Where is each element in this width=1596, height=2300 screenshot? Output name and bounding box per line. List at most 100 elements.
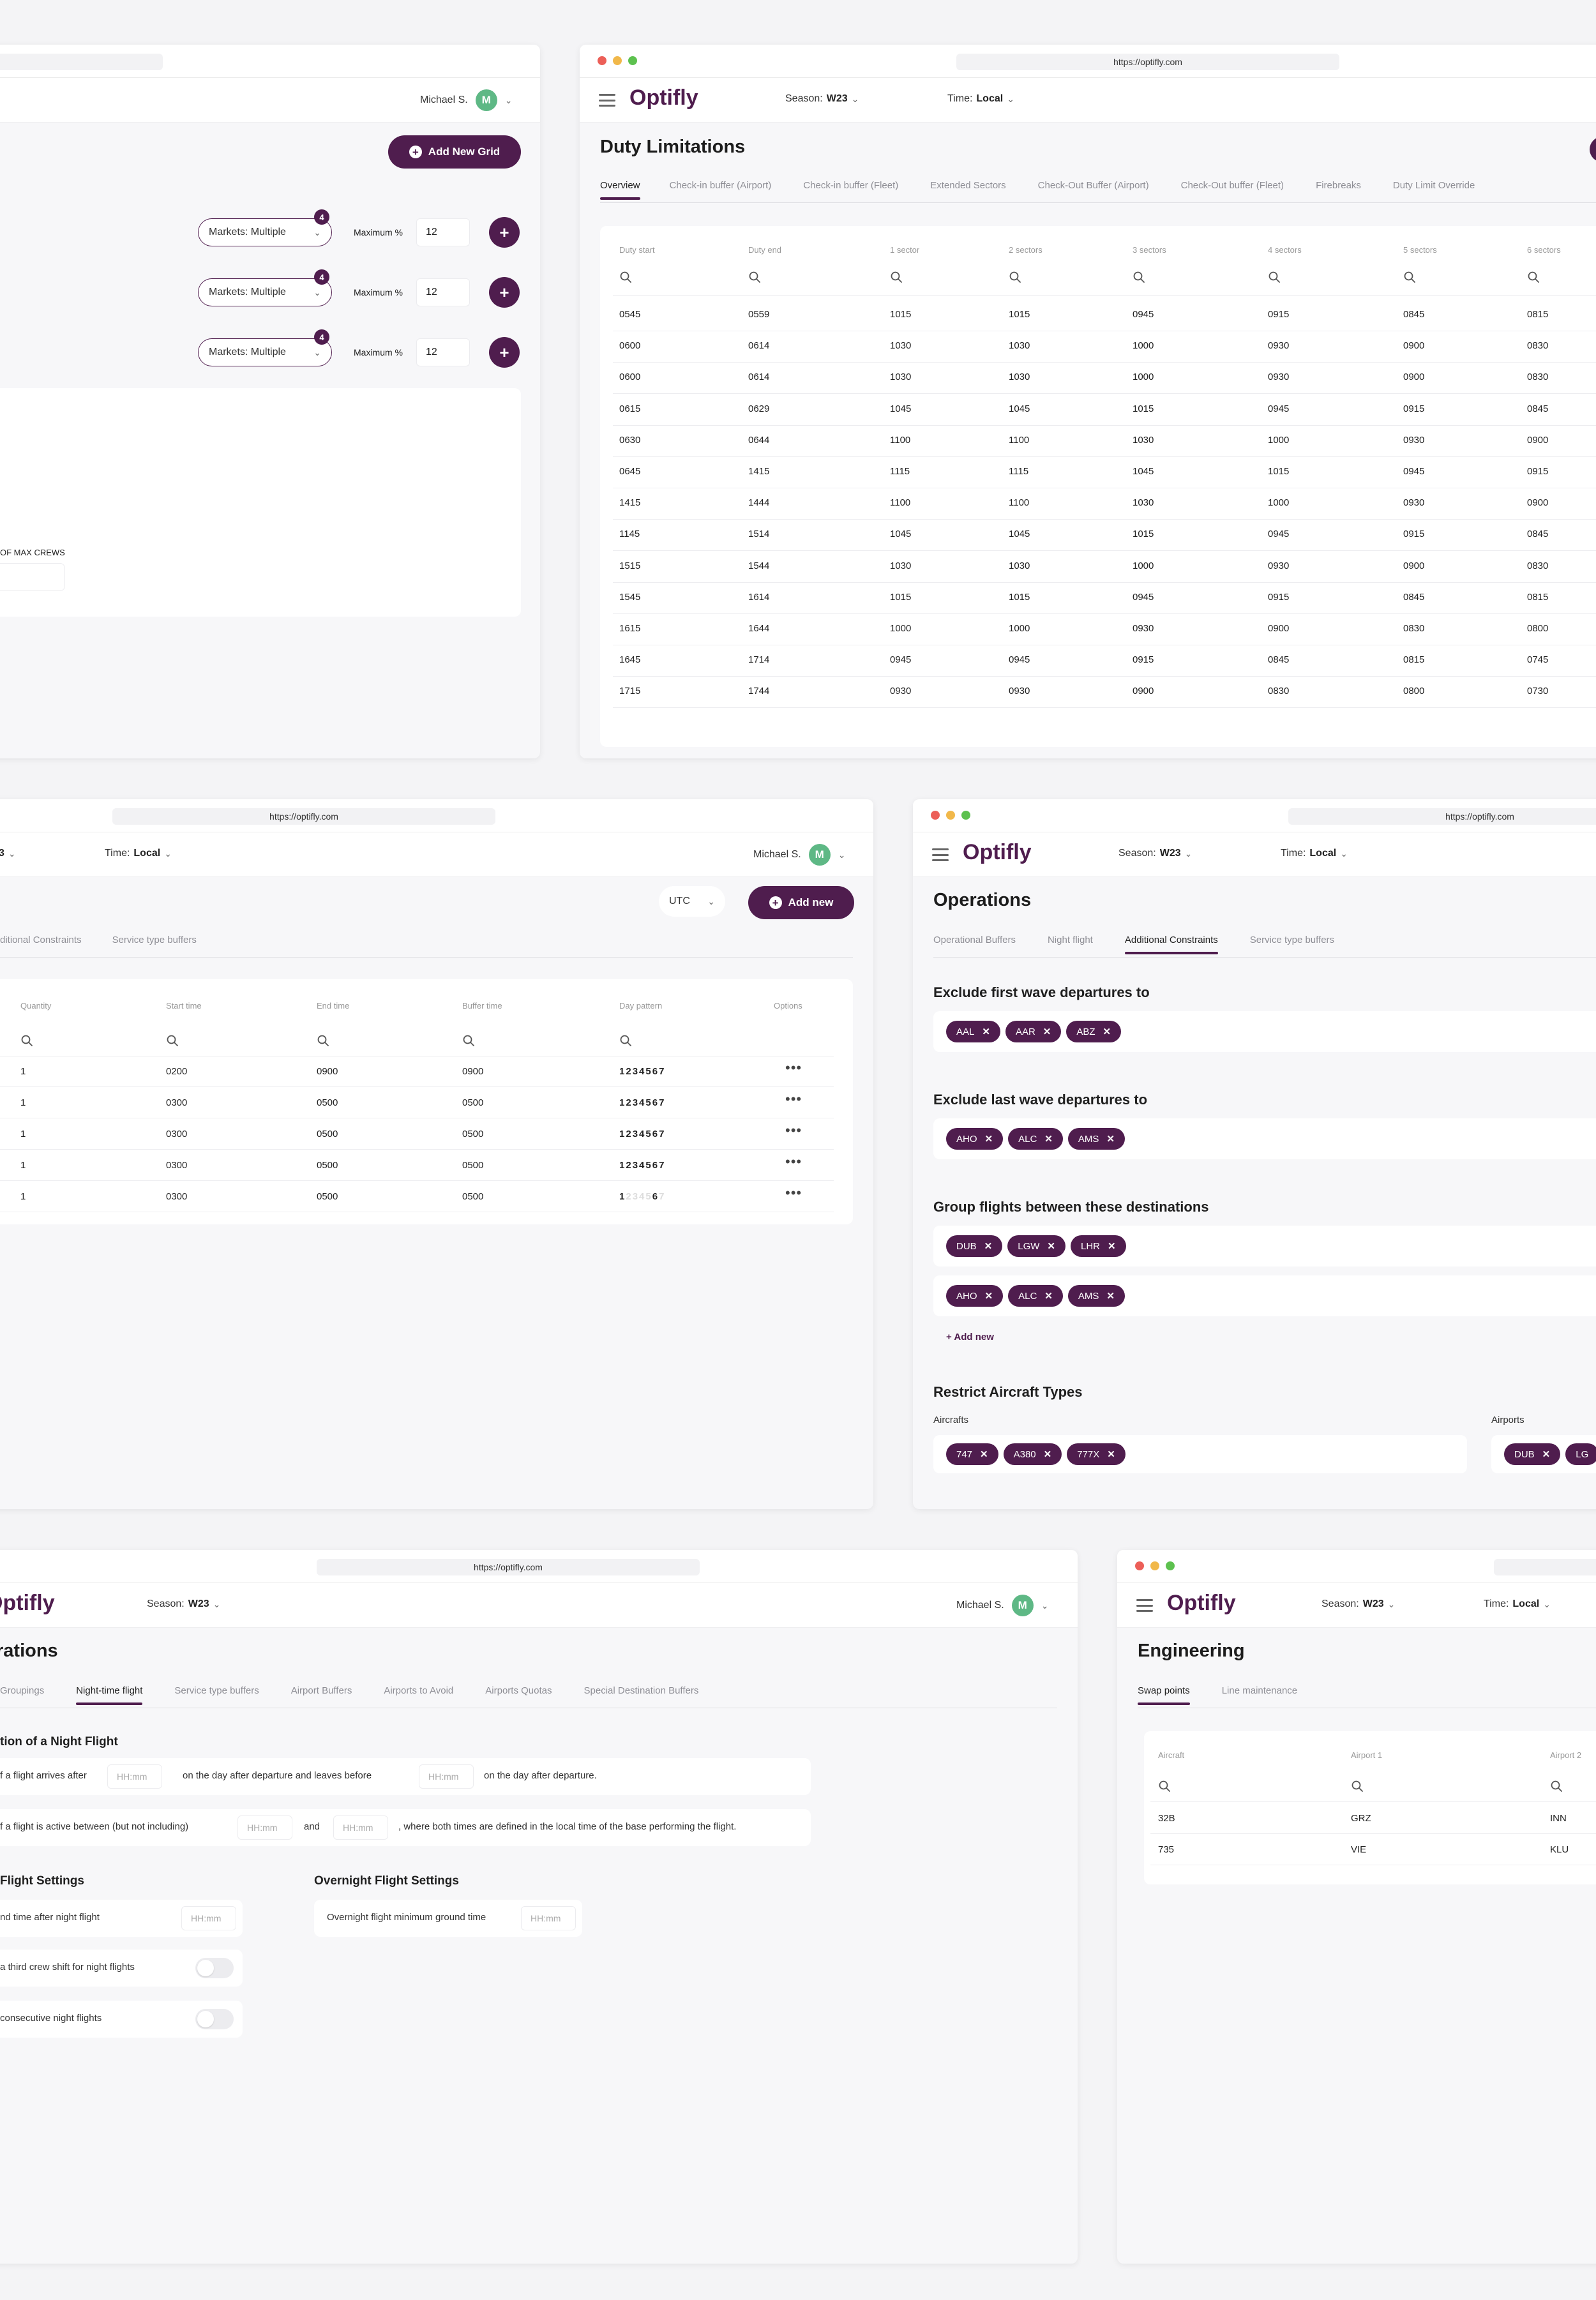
chip[interactable]: AAR ✕ — [1005, 1021, 1062, 1042]
address-bar[interactable]: https://optifly.com — [317, 1559, 700, 1575]
tab-special-destination-buffers[interactable]: Special Destination Buffers — [583, 1685, 699, 1696]
active-start-input[interactable]: HH:mm — [237, 1815, 292, 1840]
tab-service-type-buffers[interactable]: Service type buffers — [174, 1685, 259, 1696]
menu-icon[interactable] — [599, 94, 615, 107]
chip[interactable]: AHO ✕ — [946, 1128, 1004, 1150]
tab-checkin-airport[interactable]: Check-in buffer (Airport) — [669, 180, 772, 191]
remove-icon[interactable]: ✕ — [980, 1449, 988, 1460]
tab-line-maintenance[interactable]: Line maintenance — [1221, 1685, 1298, 1696]
address-bar[interactable]: https://optifly.com — [1494, 1559, 1596, 1575]
chip[interactable]: ABZ ✕ — [1066, 1021, 1122, 1042]
tab-night-time-flight[interactable]: Night-time flight — [76, 1685, 143, 1705]
search-icon[interactable] — [1550, 1780, 1563, 1793]
chip[interactable]: ALC ✕ — [1008, 1128, 1063, 1150]
chip[interactable]: ALC ✕ — [1008, 1285, 1063, 1307]
user-menu[interactable]: Michael S. M ⌄ — [753, 844, 845, 866]
address-bar[interactable]: https://optifly.com — [1288, 808, 1596, 825]
more-options-icon[interactable]: ••• — [785, 1091, 802, 1107]
remove-icon[interactable]: ✕ — [984, 1241, 993, 1252]
tab-checkin-fleet[interactable]: Check-in buffer (Fleet) — [803, 180, 899, 191]
group-chips-2[interactable]: AHO ✕ ALC ✕ AMS ✕ — [933, 1275, 1596, 1316]
time-select[interactable]: Time: Local ⌄ — [947, 93, 1014, 105]
search-icon[interactable] — [619, 1034, 632, 1047]
remove-icon[interactable]: ✕ — [1043, 1026, 1051, 1037]
tab-groupings[interactable]: Groupings — [0, 1685, 45, 1696]
minimize-dot[interactable] — [613, 56, 622, 65]
chip[interactable]: A380 ✕ — [1003, 1443, 1062, 1465]
season-select[interactable]: Season: W23 ⌄ — [1321, 1598, 1395, 1610]
maximum-input[interactable]: 12 — [416, 338, 470, 366]
tab-operational-buffers[interactable]: Operational Buffers — [933, 935, 1016, 945]
add-new-grid-button[interactable]: + Add New Grid — [388, 135, 521, 169]
remove-icon[interactable]: ✕ — [1103, 1026, 1111, 1037]
user-menu[interactable]: Michael S. M ⌄ — [956, 1595, 1048, 1616]
tab-firebreaks[interactable]: Firebreaks — [1316, 180, 1361, 191]
first-wave-chips[interactable]: AAL ✕ AAR ✕ ABZ ✕ — [933, 1011, 1596, 1052]
remove-icon[interactable]: ✕ — [1106, 1291, 1115, 1302]
markets-select[interactable]: Markets: Multiple ⌄ — [198, 338, 332, 366]
season-select[interactable]: 3 ⌄ — [0, 848, 16, 859]
remove-icon[interactable]: ✕ — [982, 1026, 990, 1037]
chip[interactable]: AHO ✕ — [946, 1285, 1004, 1307]
season-select[interactable]: Season: W23 ⌄ — [1118, 848, 1192, 859]
chip[interactable]: DUB ✕ — [1504, 1443, 1561, 1465]
time-select[interactable]: Time: Local ⌄ — [1281, 848, 1348, 859]
maximum-input[interactable]: 12 — [416, 278, 470, 306]
address-bar[interactable]: https://optifly.com — [112, 808, 495, 825]
chip[interactable]: LG — [1565, 1443, 1596, 1465]
search-icon[interactable] — [748, 271, 761, 283]
search-icon[interactable] — [619, 271, 632, 283]
active-end-input[interactable]: HH:mm — [333, 1815, 388, 1840]
remove-icon[interactable]: ✕ — [1047, 1241, 1055, 1252]
departure-time-input[interactable]: HH:mm — [419, 1764, 474, 1789]
user-menu[interactable]: Michael S. M ⌄ — [420, 89, 512, 111]
tab-overview[interactable]: Overview — [600, 180, 640, 200]
time-select[interactable]: Time: Local ⌄ — [105, 848, 172, 859]
search-icon[interactable] — [462, 1034, 475, 1047]
season-select[interactable]: Season: W23 ⌄ — [785, 93, 859, 105]
season-select[interactable]: Season: W23 ⌄ — [147, 1598, 220, 1610]
third-crew-toggle[interactable] — [195, 1958, 234, 1978]
chip[interactable]: 747 ✕ — [946, 1443, 998, 1465]
search-icon[interactable] — [317, 1034, 329, 1047]
chip[interactable]: AAL ✕ — [946, 1021, 1000, 1042]
search-icon[interactable] — [1527, 271, 1540, 283]
search-icon[interactable] — [1268, 271, 1281, 283]
close-dot[interactable] — [598, 56, 606, 65]
more-options-icon[interactable]: ••• — [785, 1154, 802, 1169]
add-row-button[interactable]: + — [489, 337, 520, 368]
close-dot[interactable] — [1135, 1561, 1144, 1570]
more-options-icon[interactable]: ••• — [785, 1060, 802, 1076]
overnight-time-input[interactable]: HH:mm — [521, 1906, 576, 1930]
chip[interactable]: AMS ✕ — [1067, 1128, 1125, 1150]
tab-service-type-buffers[interactable]: Service type buffers — [1249, 935, 1335, 945]
max-crews-input[interactable] — [0, 563, 65, 591]
group-chips-1[interactable]: DUB ✕ LGW ✕ LHR ✕ — [933, 1226, 1596, 1267]
search-icon[interactable] — [166, 1034, 179, 1047]
last-wave-chips[interactable]: AHO ✕ ALC ✕ AMS ✕ — [933, 1118, 1596, 1159]
chip[interactable]: LHR ✕ — [1071, 1235, 1126, 1257]
markets-select[interactable]: Markets: Multiple ⌄ — [198, 278, 332, 306]
add-group-link[interactable]: + Add new — [946, 1332, 994, 1342]
remove-icon[interactable]: ✕ — [1044, 1134, 1053, 1145]
tab-airport-buffers[interactable]: Airport Buffers — [290, 1685, 352, 1696]
menu-icon[interactable] — [932, 848, 949, 861]
remove-icon[interactable]: ✕ — [1106, 1134, 1115, 1145]
add-row-button[interactable]: + — [489, 217, 520, 248]
markets-select[interactable]: Markets: Multiple ⌄ — [198, 218, 332, 246]
chip[interactable]: 777X ✕ — [1067, 1443, 1125, 1465]
search-icon[interactable] — [1158, 1780, 1171, 1793]
min-time-input[interactable]: HH:mm — [181, 1906, 236, 1930]
address-bar[interactable]: https://optifly.com — [956, 54, 1339, 70]
search-icon[interactable] — [20, 1034, 33, 1047]
search-icon[interactable] — [890, 271, 903, 283]
maximize-dot[interactable] — [628, 56, 637, 65]
search-icon[interactable] — [1351, 1780, 1364, 1793]
tab-extended-sectors[interactable]: Extended Sectors — [930, 180, 1006, 191]
consecutive-night-toggle[interactable] — [195, 2009, 234, 2029]
add-row-button[interactable]: + — [489, 277, 520, 308]
header-action-button[interactable] — [1590, 137, 1596, 162]
maximize-dot[interactable] — [1166, 1561, 1175, 1570]
tab-swap-points[interactable]: Swap points — [1138, 1685, 1190, 1705]
tab-checkout-airport[interactable]: Check-Out Buffer (Airport) — [1037, 180, 1149, 191]
